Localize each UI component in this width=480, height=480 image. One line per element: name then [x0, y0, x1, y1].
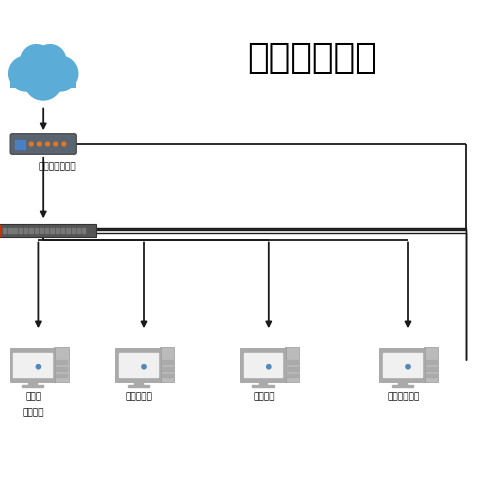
- Bar: [119, 353, 157, 377]
- Bar: [286, 360, 298, 364]
- Circle shape: [142, 365, 146, 369]
- Bar: [13, 228, 17, 233]
- Circle shape: [406, 365, 410, 369]
- Bar: [134, 381, 143, 386]
- Bar: [252, 385, 274, 387]
- Bar: [161, 367, 173, 371]
- Bar: [3, 228, 6, 233]
- Bar: [35, 228, 38, 233]
- FancyBboxPatch shape: [11, 71, 76, 88]
- Bar: [28, 381, 37, 386]
- Bar: [56, 360, 67, 364]
- Circle shape: [29, 142, 33, 146]
- Circle shape: [37, 142, 41, 146]
- Text: 主卧备用网口: 主卧备用网口: [387, 393, 420, 402]
- Circle shape: [20, 44, 53, 76]
- Bar: [10, 348, 56, 382]
- Bar: [50, 228, 54, 233]
- Bar: [13, 353, 52, 377]
- Bar: [40, 228, 43, 233]
- Bar: [8, 228, 12, 233]
- Circle shape: [62, 142, 66, 146]
- Bar: [22, 385, 43, 387]
- Bar: [82, 228, 85, 233]
- Bar: [56, 374, 67, 377]
- Bar: [56, 228, 59, 233]
- Circle shape: [8, 56, 44, 92]
- Bar: [379, 348, 425, 382]
- Bar: [72, 228, 75, 233]
- Bar: [66, 228, 70, 233]
- Bar: [61, 228, 64, 233]
- Bar: [425, 367, 437, 371]
- Circle shape: [34, 44, 66, 76]
- Bar: [286, 374, 298, 377]
- Bar: [128, 385, 149, 387]
- Bar: [15, 140, 25, 149]
- Text: 儿童房网口: 儿童房网口: [126, 393, 153, 402]
- Bar: [24, 228, 27, 233]
- Bar: [56, 367, 67, 371]
- Circle shape: [54, 142, 58, 146]
- Text: 客房网口: 客房网口: [253, 393, 275, 402]
- Bar: [286, 367, 298, 371]
- Bar: [161, 360, 173, 364]
- Circle shape: [36, 365, 40, 369]
- Circle shape: [46, 142, 49, 146]
- Text: 光猫（弱电箱）: 光猫（弱电箱）: [38, 162, 76, 171]
- Bar: [285, 347, 300, 382]
- Bar: [383, 353, 421, 377]
- Text: （书房）: （书房）: [23, 408, 44, 417]
- Bar: [55, 347, 69, 382]
- Bar: [424, 347, 439, 382]
- Circle shape: [42, 56, 78, 92]
- Circle shape: [24, 62, 62, 101]
- Text: 网络基础设置: 网络基础设置: [247, 41, 377, 74]
- Text: 台式机: 台式机: [25, 393, 42, 402]
- Bar: [160, 347, 174, 382]
- Bar: [259, 381, 267, 386]
- Bar: [240, 348, 286, 382]
- FancyBboxPatch shape: [10, 133, 76, 155]
- Bar: [161, 374, 173, 377]
- Bar: [244, 353, 282, 377]
- Bar: [425, 374, 437, 377]
- Bar: [115, 348, 161, 382]
- Bar: [0, 224, 96, 237]
- Bar: [392, 385, 413, 387]
- Bar: [19, 228, 22, 233]
- Bar: [398, 381, 407, 386]
- Bar: [77, 228, 80, 233]
- Circle shape: [267, 365, 271, 369]
- Bar: [29, 228, 33, 233]
- Bar: [425, 360, 437, 364]
- Circle shape: [18, 47, 69, 97]
- Bar: [45, 228, 48, 233]
